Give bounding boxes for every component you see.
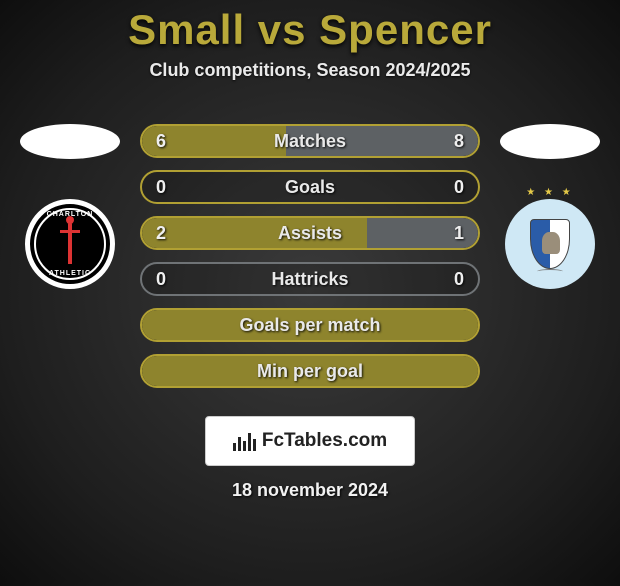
crest-text-bot: ATHLETIC [49,270,91,277]
stars-icon: ★ ★ ★ [526,187,573,198]
stat-row: Goals per match [140,308,480,342]
right-club-crest: ★ ★ ★ [505,199,595,289]
footer-date: 18 november 2024 [0,480,620,501]
left-side: CHARLTON ATHLETIC [20,106,120,289]
stat-label: Assists [278,223,342,244]
stat-value-right: 1 [454,223,464,244]
page-title: Small vs Spencer [0,6,620,54]
stat-label: Min per goal [257,361,363,382]
brand-link[interactable]: FcTables.com [205,416,415,466]
stat-value-left: 0 [156,269,166,290]
page-subtitle: Club competitions, Season 2024/2025 [0,60,620,81]
stat-label: Matches [274,131,346,152]
bars-icon [233,431,256,451]
stat-value-right: 0 [454,177,464,198]
left-player-photo [20,124,120,159]
stat-value-left: 0 [156,177,166,198]
stat-value-right: 0 [454,269,464,290]
stat-row: 0 0 Goals [140,170,480,204]
stat-row: 2 1 Assists [140,216,480,250]
terrier-icon [542,232,560,254]
brand-text: FcTables.com [262,430,387,452]
stat-value-right: 8 [454,131,464,152]
stat-row: Min per goal [140,354,480,388]
stat-value-left: 2 [156,223,166,244]
right-side: ★ ★ ★ [500,106,600,289]
stat-row: 6 8 Matches [140,124,480,158]
stat-label: Hattricks [271,269,348,290]
shield-icon [530,219,570,269]
right-player-photo [500,124,600,159]
stat-value-left: 6 [156,131,166,152]
footer-block: FcTables.com 18 november 2024 [0,402,620,501]
stat-row: 0 0 Hattricks [140,262,480,296]
left-club-crest: CHARLTON ATHLETIC [25,199,115,289]
stat-label: Goals per match [239,315,380,336]
comparison-content: CHARLTON ATHLETIC 6 8 Matches 0 0 Goals 2 1 Assi… [0,106,620,388]
stats-panel: 6 8 Matches 0 0 Goals 2 1 Assists 0 0 Hattricks Goal… [140,124,480,388]
sword-icon [68,224,72,264]
stat-label: Goals [285,177,335,198]
